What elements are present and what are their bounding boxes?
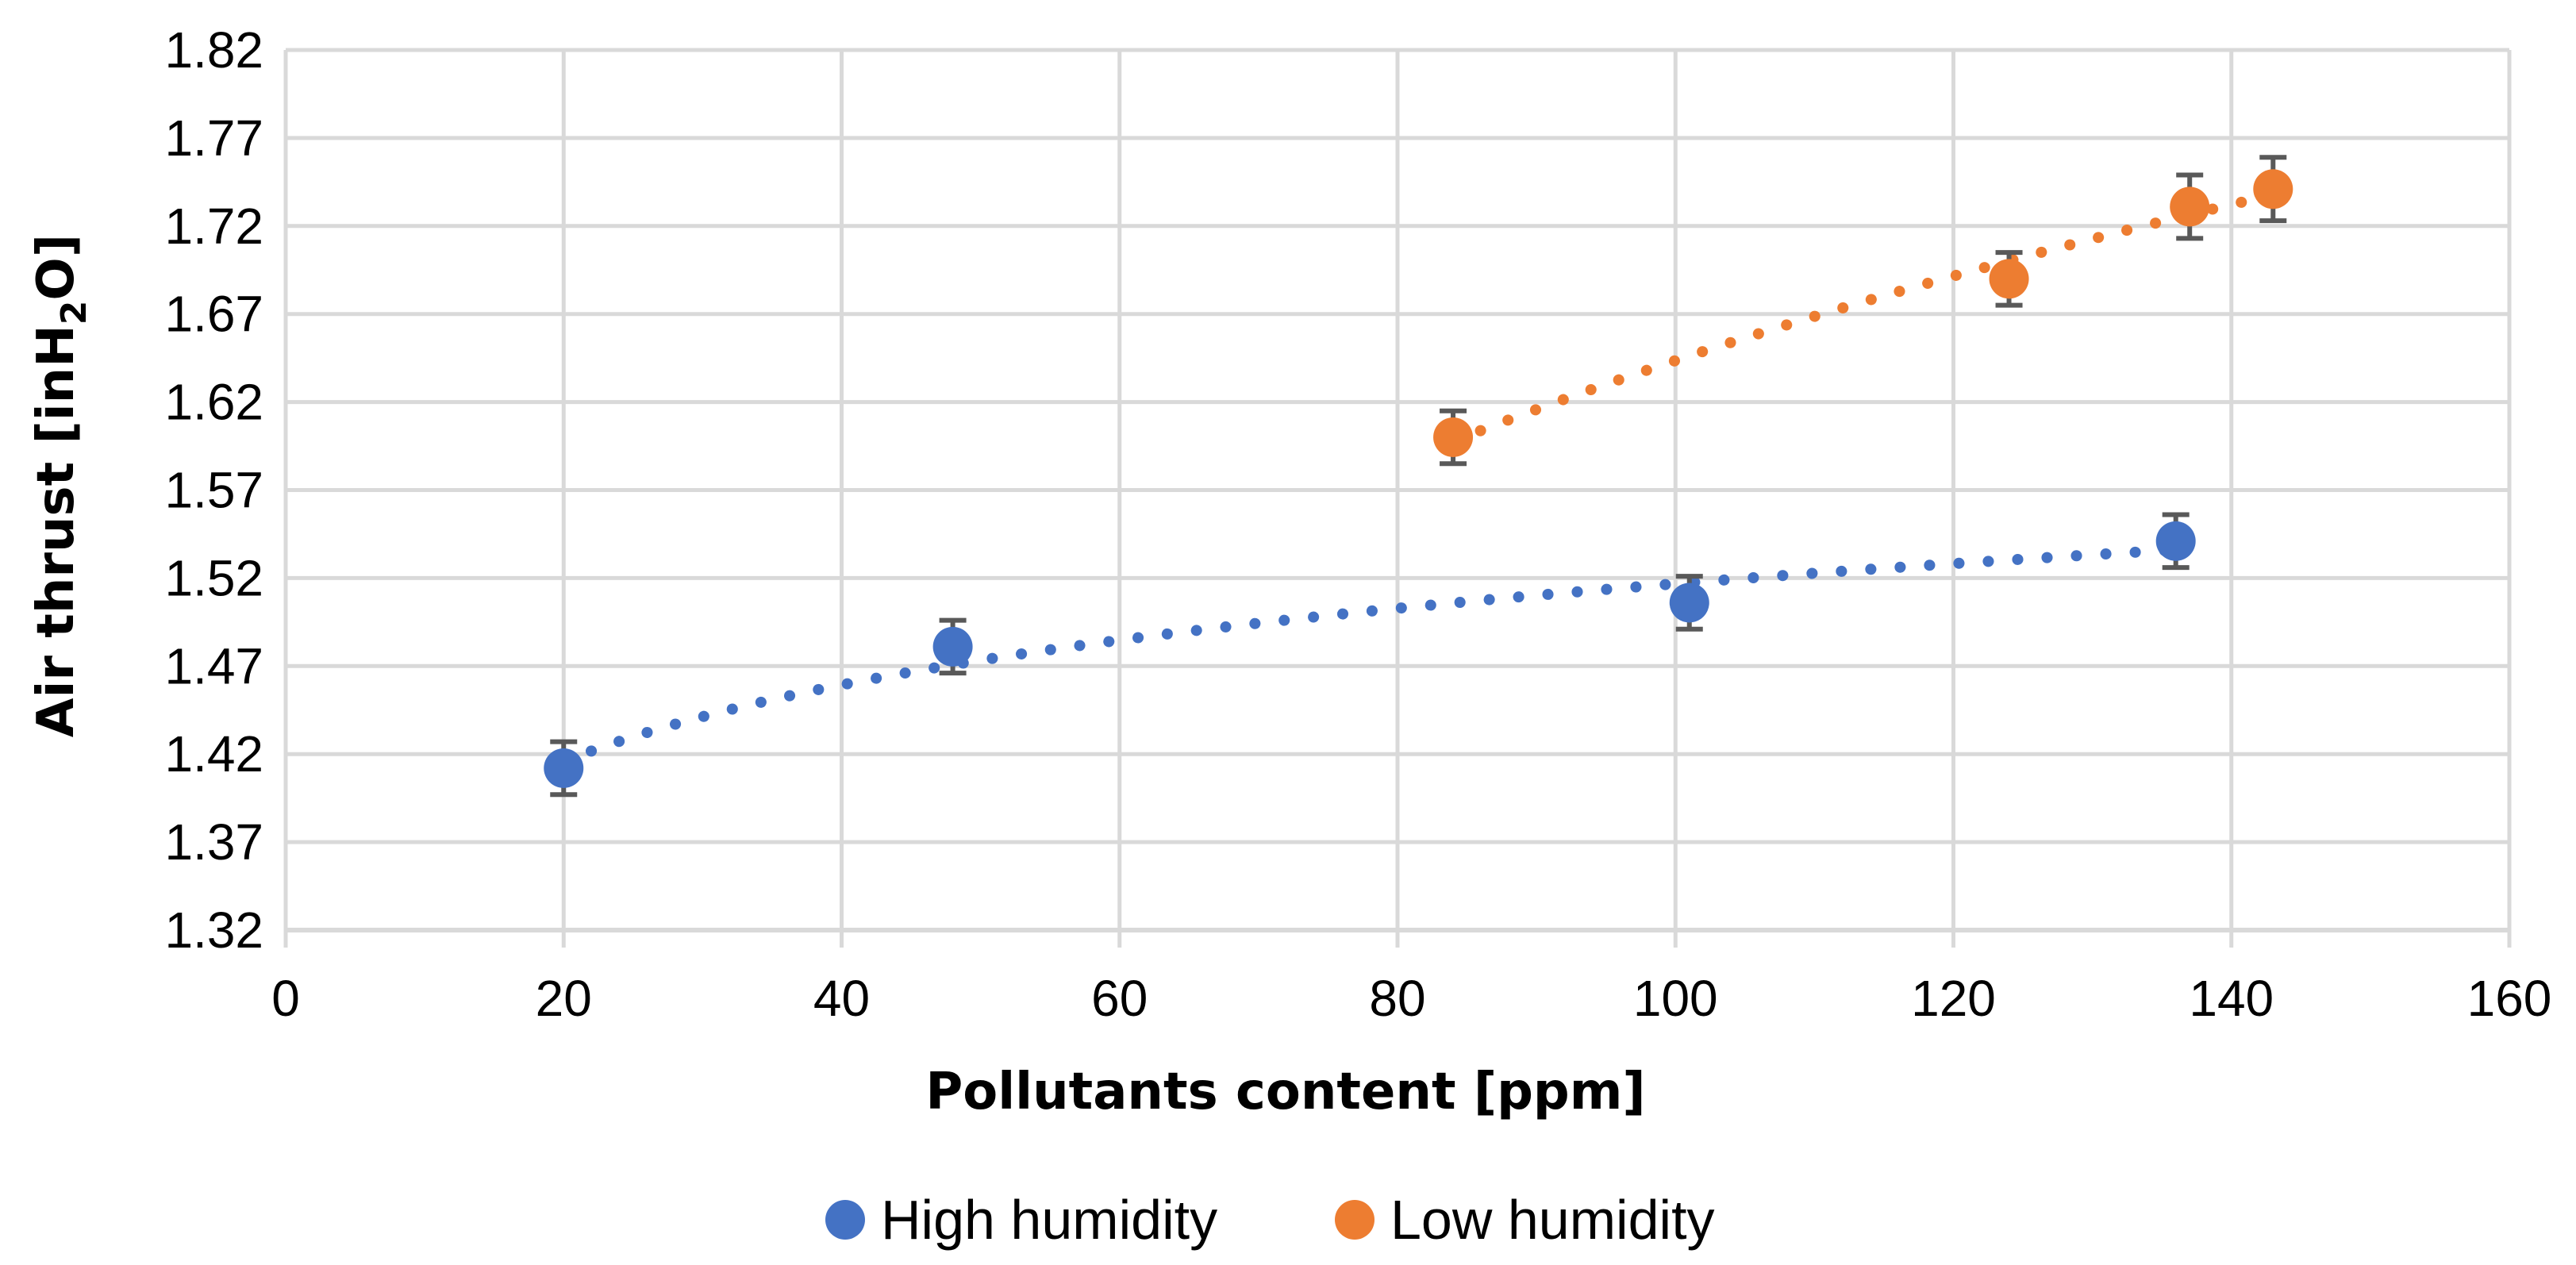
- x-tick-label: 140: [2189, 970, 2274, 1027]
- y-tick-label: 1.82: [164, 21, 263, 79]
- error-bars: [550, 155, 2287, 798]
- data-point-low-humidity: [1989, 259, 2029, 299]
- legend-marker-high-humidity: [825, 1200, 865, 1240]
- legend-label-low-humidity: Low humidity: [1390, 1189, 1715, 1251]
- trendline-high-humidity: [558, 544, 2182, 767]
- y-tick-label: 1.47: [164, 637, 263, 694]
- y-tick-label: 1.52: [164, 549, 263, 606]
- x-tick-label: 40: [813, 970, 870, 1027]
- y-tick-label: 1.42: [164, 725, 263, 782]
- legend-marker-low-humidity: [1335, 1200, 1375, 1240]
- y-axis-title-prefix: Air thrust [inH: [27, 325, 86, 737]
- y-tick-label: 1.67: [164, 286, 263, 343]
- data-points: [544, 169, 2293, 788]
- data-point-low-humidity: [1433, 417, 1474, 457]
- x-axis-tick-labels: 0 20 40 60 80 100 120 140 160: [271, 970, 2551, 1027]
- data-point-high-humidity: [1669, 583, 1709, 623]
- data-point-high-humidity: [932, 626, 973, 667]
- x-axis-title: Pollutants content [ppm]: [925, 1063, 1645, 1121]
- y-axis-title-suffix: O]: [27, 234, 86, 301]
- y-tick-label: 1.37: [164, 813, 263, 871]
- data-point-high-humidity: [2155, 521, 2196, 561]
- y-axis-title-subscript: 2: [54, 301, 94, 325]
- x-tick-label: 0: [271, 970, 300, 1027]
- data-point-low-humidity: [2170, 186, 2210, 227]
- x-tick-label: 120: [1911, 970, 1996, 1027]
- x-tick-label: 80: [1369, 970, 1425, 1027]
- legend-label-high-humidity: High humidity: [881, 1189, 1217, 1251]
- y-tick-label: 1.32: [164, 902, 263, 959]
- data-point-low-humidity: [2253, 169, 2293, 210]
- trendlines: [558, 189, 2279, 767]
- x-tick-label: 60: [1091, 970, 1148, 1027]
- y-axis-tick-labels: 1.32 1.37 1.42 1.47 1.52 1.57 1.62 1.67 1.72 1.77…: [164, 21, 263, 959]
- y-tick-label: 1.62: [164, 374, 263, 431]
- y-tick-label: 1.72: [164, 198, 263, 255]
- x-tick-label: 20: [536, 970, 592, 1027]
- y-tick-label: 1.57: [164, 462, 263, 519]
- grid-lines: [283, 48, 2512, 948]
- legend: High humidity Low humidity: [825, 1189, 1715, 1251]
- y-axis-title: Air thrust [inH2O]: [27, 234, 94, 737]
- x-tick-label: 100: [1633, 970, 1718, 1027]
- x-tick-label: 160: [2467, 970, 2552, 1027]
- data-point-high-humidity: [544, 748, 584, 788]
- y-tick-label: 1.77: [164, 110, 263, 167]
- trendline-low-humidity: [1448, 189, 2279, 448]
